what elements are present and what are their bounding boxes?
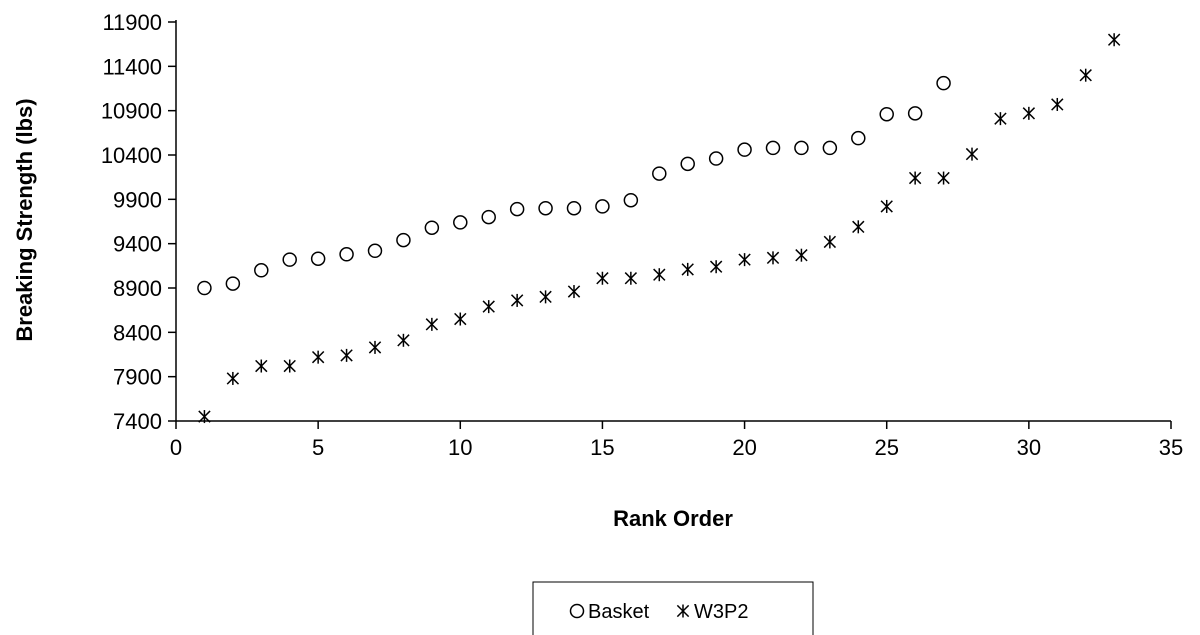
w3p2-point [1022,106,1036,120]
basket-point [936,75,951,91]
w3p2-point [397,333,410,347]
basket-point [566,200,582,216]
series-basket [197,75,951,296]
w3p2-point [226,371,240,385]
legend: Basket W3P2 [532,581,814,635]
y-tick-label: 9900 [113,187,162,212]
y-tick-label: 7400 [113,409,162,434]
basket-point [396,232,411,248]
w3p2-point [994,112,1007,126]
w3p2-point [681,262,694,276]
w3p2-point [852,220,865,234]
legend-label: Basket [588,601,650,623]
basket-point [367,243,383,259]
w3p2-point [709,260,723,274]
basket-point [310,251,326,266]
basket-point [339,247,354,262]
w3p2-point [965,147,979,161]
x-tick-label: 0 [170,435,182,460]
basket-point [197,280,212,296]
series-w3p2 [198,33,1121,424]
w3p2-point [482,300,495,314]
legend-marker-basket [569,603,585,619]
y-tick-label: 11900 [102,10,162,35]
basket-point [879,106,894,122]
w3p2-point [510,293,524,307]
x-tick-label: 25 [874,435,898,460]
basket-point [851,130,866,146]
x-tick-label: 10 [448,435,472,460]
x-tick-label: 30 [1017,435,1041,460]
x-tick-label: 15 [590,435,614,460]
y-tick-label: 9400 [113,232,162,257]
w3p2-point [653,268,666,282]
y-tick-label: 8900 [113,276,162,301]
y-tick-label: 10400 [101,143,162,168]
basket-point [538,200,553,216]
basket-point [652,166,667,181]
w3p2-point [311,350,325,364]
basket-point [708,151,724,166]
w3p2-point [795,248,808,262]
basket-point [453,215,468,230]
legend-marker-w3p2 [676,604,690,618]
y-tick-label: 8400 [113,320,162,345]
basket-point [225,276,241,291]
w3p2-point [1079,68,1092,82]
basket-point [254,263,269,278]
basket-point [765,140,781,156]
basket-point [282,252,297,267]
w3p2-point [823,235,837,249]
w3p2-point [255,359,268,373]
w3p2-point [596,271,609,285]
w3p2-point [937,171,950,185]
w3p2-point [880,199,893,213]
w3p2-point [766,251,780,265]
basket-point [907,106,923,121]
w3p2-point [1051,97,1064,111]
w3p2-point [454,312,467,326]
w3p2-point [198,410,211,424]
x-tick-label: 35 [1159,435,1183,460]
basket-point [794,140,809,156]
x-tick-label: 20 [732,435,756,460]
y-tick-label: 11400 [102,54,162,79]
y-tick-label: 10900 [101,99,162,124]
w3p2-point [539,290,552,304]
x-tick-label: 5 [312,435,324,460]
basket-point [737,142,752,157]
basket-point [481,209,496,225]
axes [175,20,1171,422]
basket-point [509,201,525,217]
y-tick-label: 7900 [113,365,162,390]
w3p2-point [1107,33,1121,47]
x-axis-title: Rank Order [613,506,733,531]
y-axis-title: Breaking Strength (lbs) [12,98,37,341]
x-ticks: 0 5 10 15 20 25 30 35 [170,421,1183,460]
w3p2-point [624,271,638,285]
basket-point [680,156,695,172]
legend-label: W3P2 [694,601,748,623]
basket-point [595,199,610,214]
basket-point [822,140,838,156]
w3p2-point [738,253,751,267]
w3p2-point [283,359,296,373]
w3p2-point [340,348,353,362]
w3p2-point [425,317,439,331]
w3p2-point [567,285,581,299]
basket-point [424,220,440,235]
w3p2-point [368,340,382,354]
y-ticks: 7400 7900 8400 8900 9400 9900 10400 10900 11400 1… [101,10,176,434]
w3p2-point [908,171,922,185]
basket-point [623,192,639,208]
